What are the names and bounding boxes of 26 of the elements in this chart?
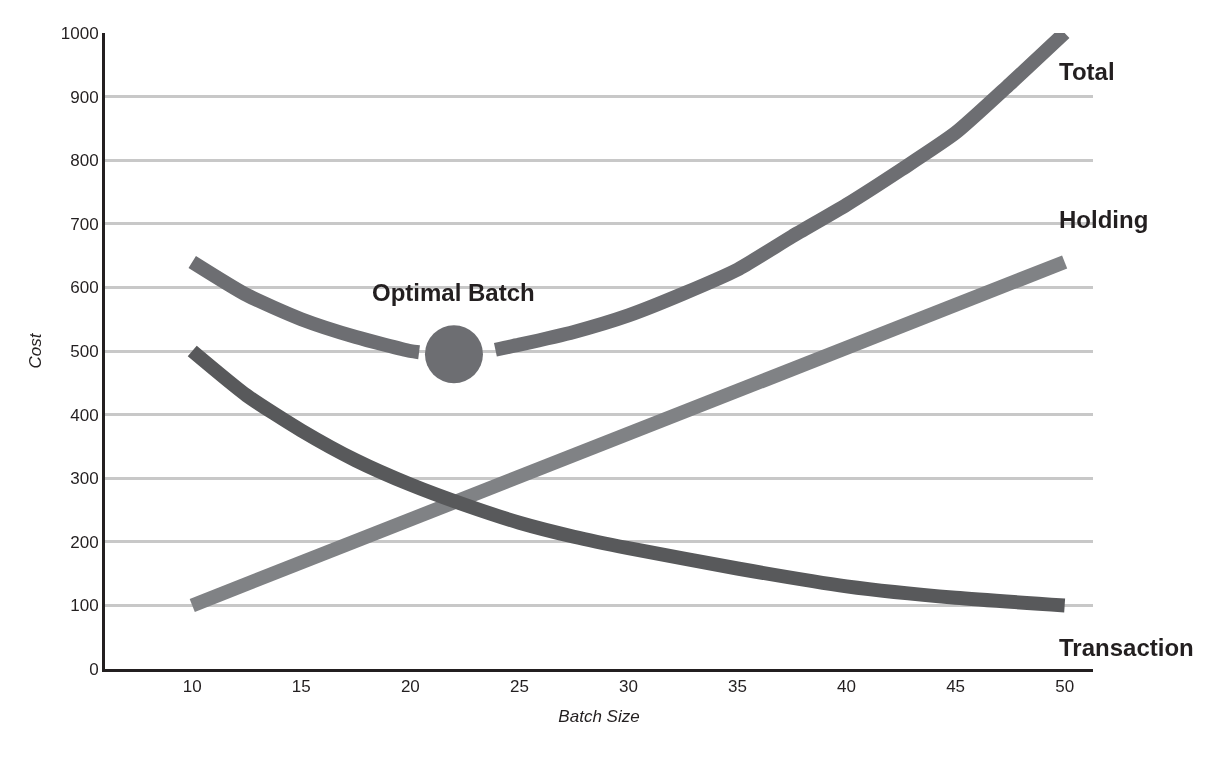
annotation: Optimal Batch bbox=[372, 279, 535, 306]
series-label: Transaction bbox=[1059, 634, 1194, 661]
y-tick-label: 0 bbox=[89, 659, 99, 679]
series-label: Total bbox=[1059, 58, 1115, 85]
y-tick-label: 100 bbox=[70, 596, 99, 616]
series-label: Holding bbox=[1059, 206, 1149, 233]
y-tick-label: 900 bbox=[70, 87, 99, 107]
x-tick-label: 40 bbox=[837, 677, 857, 697]
x-tick-label: 45 bbox=[946, 677, 966, 697]
y-tick-label: 400 bbox=[70, 405, 99, 425]
x-tick-label: 50 bbox=[1055, 677, 1075, 697]
x-axis-title: Batch Size bbox=[558, 706, 640, 726]
x-tick-label: 10 bbox=[182, 677, 202, 697]
x-tick-label: 20 bbox=[400, 677, 420, 697]
y-tick-label: 700 bbox=[70, 214, 99, 234]
y-tick-label: 500 bbox=[70, 341, 99, 361]
x-tick-label: 15 bbox=[291, 677, 311, 697]
y-tick-label: 300 bbox=[70, 469, 99, 489]
y-tick-label: 1000 bbox=[60, 23, 99, 43]
x-tick-label: 30 bbox=[618, 677, 638, 697]
x-tick-label: 25 bbox=[509, 677, 529, 697]
y-tick-label: 600 bbox=[70, 278, 99, 298]
y-axis-title: Cost bbox=[26, 332, 46, 369]
y-tick-label: 800 bbox=[70, 151, 99, 171]
y-tick-label: 200 bbox=[70, 532, 99, 552]
x-tick-label: 35 bbox=[728, 677, 747, 697]
